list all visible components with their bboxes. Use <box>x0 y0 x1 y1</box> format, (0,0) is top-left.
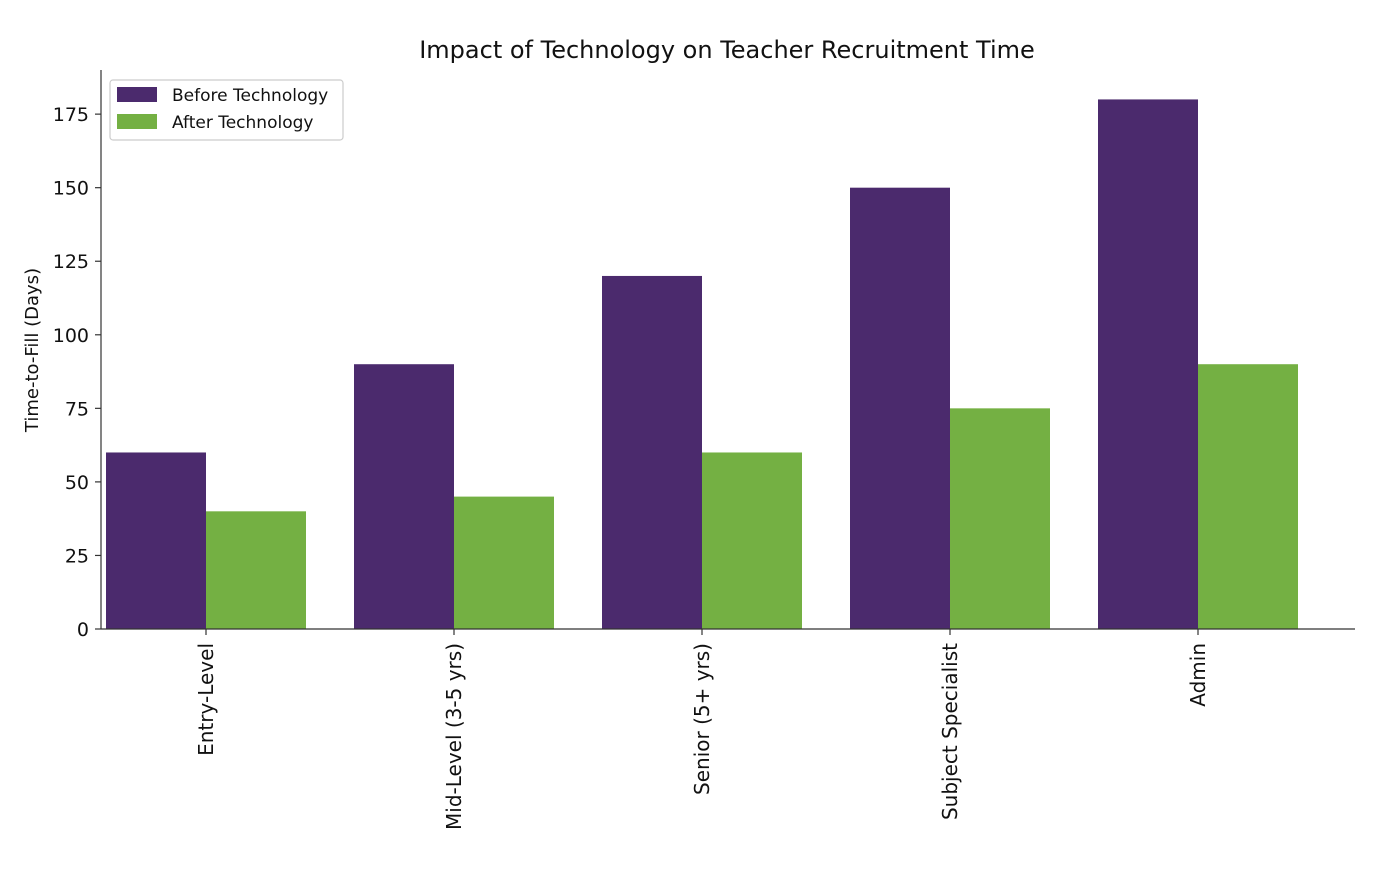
y-tick-label: 50 <box>65 472 89 494</box>
bar-after <box>702 452 802 629</box>
bar-before <box>850 187 950 629</box>
legend-label-before: Before Technology <box>172 86 328 106</box>
bar-after <box>1198 364 1298 629</box>
y-tick-label: 175 <box>53 104 89 126</box>
y-tick-label: 125 <box>53 251 89 273</box>
x-tick-label: Entry-Level <box>194 643 218 756</box>
x-axis-ticks: Entry-Level Mid-Level (3-5 yrs) Senior (5+… <box>194 629 1210 830</box>
bar-after <box>206 511 306 629</box>
y-tick-label: 0 <box>77 619 89 641</box>
y-tick-label: 25 <box>65 545 89 567</box>
chart-title: Impact of Technology on Teacher Recruitm… <box>419 36 1035 64</box>
legend-swatch-before <box>117 87 157 102</box>
y-tick-label: 150 <box>53 178 89 200</box>
bar-after <box>454 496 554 629</box>
y-tick-label: 75 <box>65 398 89 420</box>
bar-before <box>354 364 454 629</box>
bar-before <box>106 452 206 629</box>
legend-frame <box>109 79 344 141</box>
legend-label-after: After Technology <box>172 113 313 133</box>
legend-swatch-after <box>117 114 157 129</box>
x-tick-label: Senior (5+ yrs) <box>690 643 714 795</box>
bar-after <box>950 408 1050 629</box>
bar-before <box>602 275 702 629</box>
y-axis-ticks: 0 25 50 75 100 125 150 175 <box>53 104 101 641</box>
x-tick-label: Subject Specialist <box>938 643 962 820</box>
legend: Before Technology After Technology <box>109 79 344 141</box>
x-tick-label: Admin <box>1186 643 1210 707</box>
y-tick-label: 100 <box>53 325 89 347</box>
x-tick-label: Mid-Level (3-5 yrs) <box>442 643 466 830</box>
bars-group <box>106 99 1298 630</box>
y-axis-label: Time-to-Fill (Days) <box>22 268 43 433</box>
bar-before <box>1098 99 1198 630</box>
